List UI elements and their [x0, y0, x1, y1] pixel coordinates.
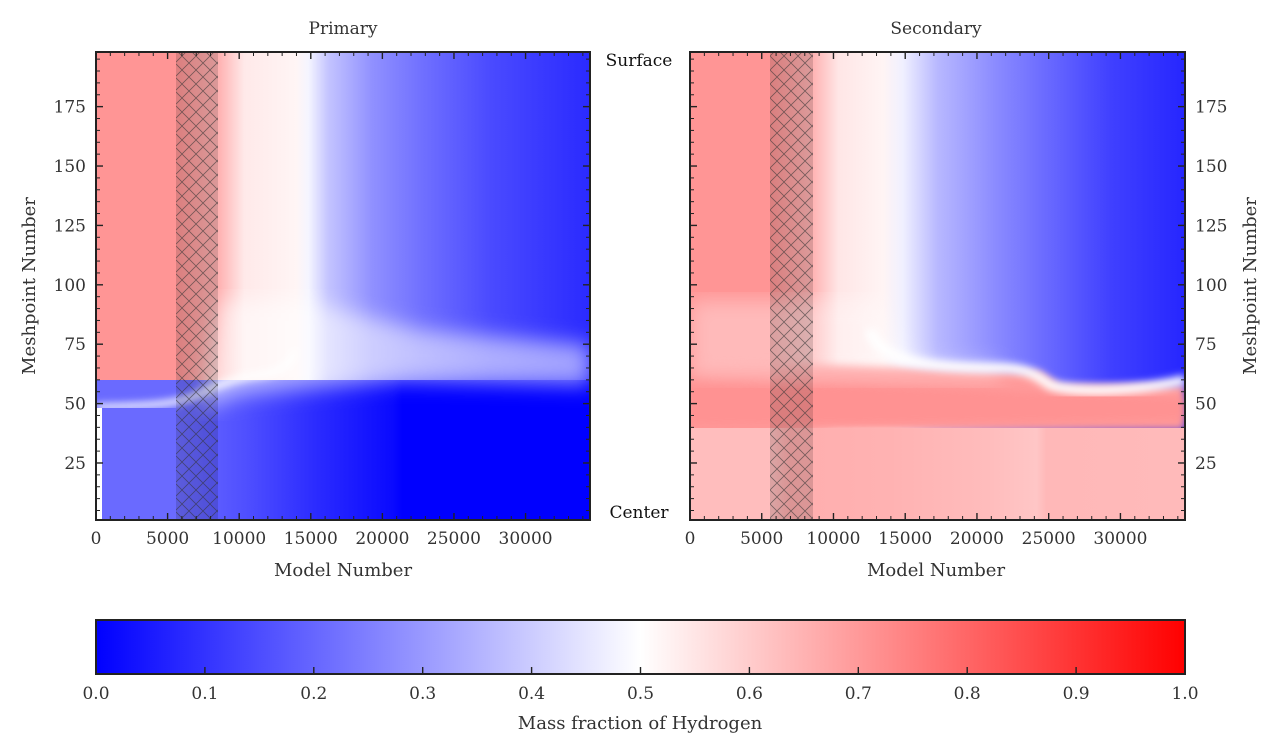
secondary-transition-glow [690, 300, 1000, 380]
colorbar-gradient [96, 620, 1185, 674]
primary-panel: Primary 0 5000 10000 15000 20000 25000 30000 25… [19, 19, 591, 581]
primary-ytick-label: 175 [54, 98, 86, 118]
primary-ytick-label: 100 [54, 276, 86, 296]
colorbar-label: Mass fraction of Hydrogen [518, 713, 763, 734]
secondary-xtick-label: 20000 [950, 529, 1004, 549]
colorbar-tick-label: 0.1 [191, 684, 218, 704]
colorbar-tick-label: 0.0 [82, 684, 109, 704]
secondary-ytick-label: 125 [1195, 216, 1227, 236]
primary-ytick-label: 75 [64, 335, 86, 355]
secondary-ticks: 0 5000 10000 15000 20000 25000 30000 25 50 75 100 1… [685, 52, 1227, 549]
primary-xtick-label: 5000 [146, 529, 189, 549]
primary-xtick-label: 10000 [212, 529, 266, 549]
secondary-ylabel: Meshpoint Number [1240, 197, 1261, 375]
secondary-xtick-label: 0 [685, 529, 696, 549]
primary-ytick-label: 25 [64, 454, 86, 474]
colorbar-tick-label: 0.6 [736, 684, 763, 704]
primary-xtick-label: 20000 [355, 529, 409, 549]
secondary-xtick-label: 15000 [878, 529, 932, 549]
primary-xtick-label: 25000 [427, 529, 481, 549]
colorbar: 0.0 0.1 0.2 0.3 0.4 0.5 0.6 0.7 0.8 0.9 1.0 Mass f… [82, 619, 1199, 734]
center-label: Center [609, 503, 669, 523]
secondary-shell-dense [690, 380, 1185, 425]
secondary-xtick-label: 10000 [806, 529, 860, 549]
secondary-panel: Secondary 0 5000 10000 15000 20000 25000 30000… [685, 19, 1261, 581]
colorbar-tick-label: 0.4 [518, 684, 545, 704]
secondary-xtick-label: 5000 [740, 529, 783, 549]
primary-heatmap [96, 52, 590, 520]
primary-transition-glow [200, 300, 590, 410]
colorbar-tick-label: 0.7 [845, 684, 872, 704]
primary-xlabel: Model Number [274, 560, 413, 581]
colorbar-ticks: 0.0 0.1 0.2 0.3 0.4 0.5 0.6 0.7 0.8 0.9 1.0 [82, 667, 1199, 704]
secondary-core-field [690, 428, 1185, 520]
primary-ytick-label: 50 [64, 395, 86, 415]
colorbar-tick-label: 0.5 [627, 684, 654, 704]
primary-xtick-label: 0 [91, 529, 102, 549]
primary-core-early [96, 408, 176, 520]
colorbar-tick-label: 0.9 [1063, 684, 1090, 704]
colorbar-tick-label: 0.2 [300, 684, 327, 704]
secondary-title: Secondary [890, 19, 982, 39]
primary-xtick-label: 30000 [499, 529, 553, 549]
secondary-hatch-pattern [770, 52, 813, 520]
secondary-heatmap [690, 52, 1185, 520]
colorbar-tick-label: 1.0 [1171, 684, 1198, 704]
secondary-xtick-label: 25000 [1022, 529, 1076, 549]
secondary-ytick-label: 100 [1195, 276, 1227, 296]
primary-ticks: 0 5000 10000 15000 20000 25000 30000 25 50 75 100 1… [54, 52, 590, 549]
colorbar-tick-label: 0.3 [409, 684, 436, 704]
primary-xtick-label: 15000 [284, 529, 338, 549]
secondary-xtick-label: 30000 [1093, 529, 1147, 549]
secondary-ytick-label: 175 [1195, 98, 1227, 118]
secondary-ytick-label: 50 [1195, 395, 1217, 415]
primary-core-edge [96, 408, 102, 520]
primary-ytick-label: 125 [54, 216, 86, 236]
colorbar-tick-label: 0.8 [954, 684, 981, 704]
primary-hatch-pattern [176, 52, 218, 520]
secondary-ytick-label: 25 [1195, 454, 1217, 474]
secondary-frame [689, 51, 1186, 521]
primary-title: Primary [309, 19, 378, 39]
secondary-xlabel: Model Number [867, 560, 1006, 581]
primary-frame [95, 51, 591, 521]
primary-ytick-label: 150 [54, 157, 86, 177]
secondary-ytick-label: 150 [1195, 157, 1227, 177]
secondary-ytick-label: 75 [1195, 335, 1217, 355]
primary-ylabel: Meshpoint Number [19, 197, 40, 375]
surface-label: Surface [606, 51, 673, 71]
